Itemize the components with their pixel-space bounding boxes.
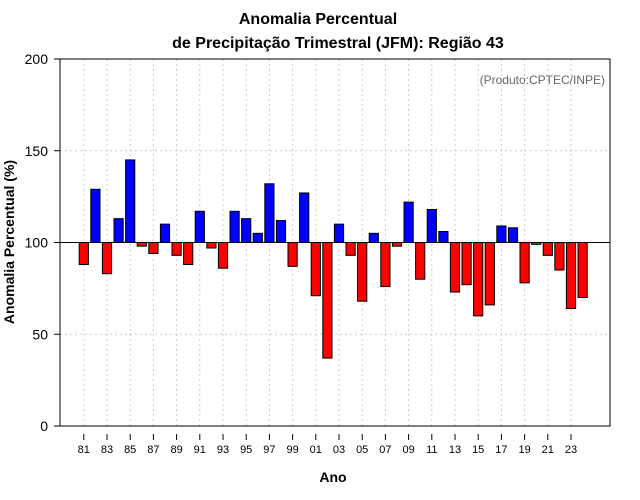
bar-1995 xyxy=(241,218,252,244)
x-tick-label: 11 xyxy=(426,444,437,456)
y-tick-label: 200 xyxy=(25,51,49,67)
bar-2013 xyxy=(449,242,461,293)
bar-2009 xyxy=(403,201,414,244)
bar-2012 xyxy=(438,230,449,244)
x-tick-label: 07 xyxy=(379,444,391,456)
bar-2019 xyxy=(519,242,530,284)
bar-1998 xyxy=(275,219,287,243)
x-tick-label: 23 xyxy=(565,444,577,456)
bar-2010 xyxy=(415,242,426,280)
x-tick-label: 87 xyxy=(147,444,159,456)
bar-2002 xyxy=(322,242,333,359)
bar-2015 xyxy=(473,242,484,317)
bar-2018 xyxy=(507,227,519,244)
x-tick-label: 03 xyxy=(333,444,345,456)
bar-1989 xyxy=(171,242,182,256)
bar-1994 xyxy=(229,210,240,243)
x-tick-label: 19 xyxy=(518,444,530,456)
bar-2023 xyxy=(565,242,577,310)
bar-1991 xyxy=(194,210,205,243)
y-tick-label: 50 xyxy=(32,326,48,342)
x-tick-label: 81 xyxy=(78,444,90,456)
x-tick-label: 13 xyxy=(449,444,461,456)
x-tick-label: 17 xyxy=(495,444,507,456)
bar-1993 xyxy=(217,242,229,269)
bar-2024 xyxy=(577,242,588,299)
bar-1981 xyxy=(78,242,89,266)
bars xyxy=(78,159,588,359)
bar-2003 xyxy=(333,223,345,243)
y-tick-label: 150 xyxy=(25,143,49,159)
y-tick-label: 0 xyxy=(40,418,48,434)
y-axis-label: Anomalia Percentual (%) xyxy=(1,160,17,324)
bar-1985 xyxy=(125,159,136,243)
bar-2008 xyxy=(391,242,403,247)
bar-1982 xyxy=(90,188,101,244)
x-tick-label: 15 xyxy=(472,444,484,456)
bar-1999 xyxy=(287,242,298,267)
bar-2011 xyxy=(426,208,437,243)
x-tick-label: 01 xyxy=(310,444,322,456)
x-tick-label: 97 xyxy=(263,444,275,456)
bar-1996 xyxy=(252,232,263,243)
x-tick-label: 09 xyxy=(402,444,414,456)
x-tick-label: 95 xyxy=(240,444,252,456)
bar-2016 xyxy=(484,242,495,306)
bar-1992 xyxy=(206,242,217,249)
x-axis: 81 83 85 87 89 91 93 95 97 99 01 03 05 07 09 11 13 15 17 19… xyxy=(78,434,577,456)
bar-1983 xyxy=(101,242,113,275)
source-label: (Produto:CPTEC/INPE) xyxy=(480,73,605,87)
bar-2001 xyxy=(310,242,321,297)
bar-1990 xyxy=(183,242,194,266)
bar-1984 xyxy=(113,218,124,244)
bar-2006 xyxy=(368,232,379,243)
x-tick-label: 91 xyxy=(194,444,206,456)
bar-2004 xyxy=(345,242,356,256)
x-tick-label: 93 xyxy=(217,444,229,456)
chart-title: Anomalia Percentual xyxy=(239,11,397,28)
y-axis: 0 50 100 150 200 xyxy=(25,51,60,434)
bar-2022 xyxy=(554,242,565,271)
x-tick-label: 99 xyxy=(286,444,298,456)
bar-2005 xyxy=(357,242,368,302)
bar-1988 xyxy=(159,223,171,243)
y-tick-label: 100 xyxy=(25,235,49,251)
bar-1986 xyxy=(136,242,147,247)
x-tick-label: 21 xyxy=(542,444,554,456)
bar-2017 xyxy=(496,225,507,243)
grid xyxy=(60,59,610,426)
bar-1987 xyxy=(148,242,159,255)
chart-subtitle: de Precipitação Trimestral (JFM): Região… xyxy=(172,35,504,52)
bar-2021 xyxy=(542,242,553,256)
x-tick-label: 89 xyxy=(170,444,182,456)
bar-2007 xyxy=(380,242,391,288)
x-tick-label: 83 xyxy=(101,444,113,456)
x-axis-label: Ano xyxy=(319,469,346,485)
bar-2000 xyxy=(299,192,310,243)
x-tick-label: 85 xyxy=(124,444,136,456)
x-tick-label: 05 xyxy=(356,444,368,456)
bar-1997 xyxy=(264,183,275,243)
bar-2014 xyxy=(461,242,472,286)
